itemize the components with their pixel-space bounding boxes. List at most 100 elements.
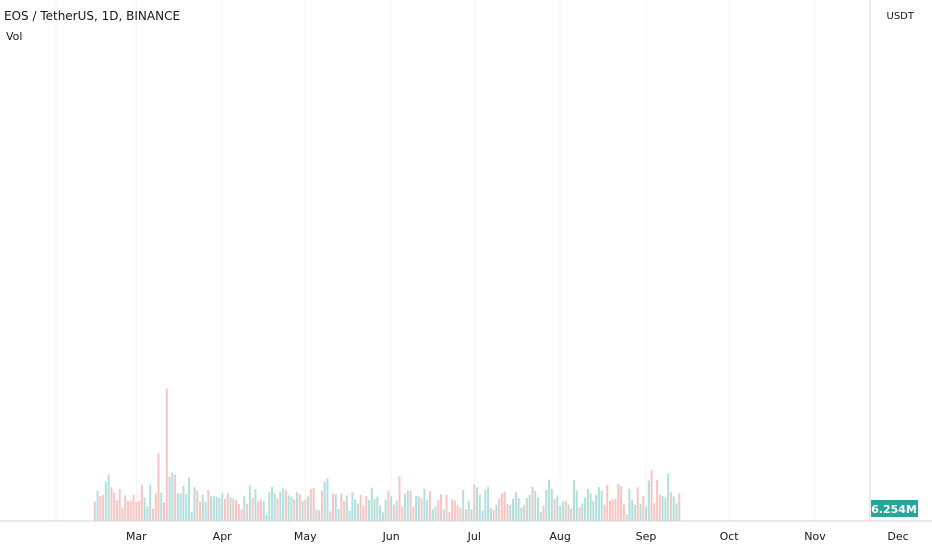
- volume-bar: [320, 490, 323, 521]
- volume-bar: [614, 498, 617, 521]
- volume-bar: [99, 495, 102, 521]
- volume-bar: [154, 493, 157, 521]
- x-tick-label: Jul: [467, 530, 481, 543]
- volume-bar: [609, 500, 611, 521]
- volume-bar: [395, 500, 398, 521]
- volume-bar: [157, 452, 160, 521]
- volume-bar: [332, 493, 334, 521]
- volume-bar: [417, 496, 420, 521]
- volume-bar: [146, 506, 149, 521]
- volume-bar: [318, 510, 321, 521]
- volume-bar: [462, 489, 465, 521]
- volume-bar: [404, 493, 407, 521]
- volume-bar: [340, 493, 343, 521]
- volume-bar: [617, 483, 620, 521]
- volume-bar: [121, 507, 124, 521]
- volume-bar: [104, 482, 107, 521]
- symbol-title: EOS / TetherUS, 1D, BINANCE: [4, 9, 181, 23]
- volume-bar: [650, 470, 653, 521]
- x-tick-label: Dec: [887, 530, 908, 543]
- volume-bar: [221, 493, 224, 521]
- volume-bar: [606, 485, 609, 521]
- volume-bar: [163, 502, 166, 521]
- volume-bar: [620, 486, 623, 521]
- volume-bar: [506, 504, 509, 521]
- volume-bar: [639, 503, 642, 521]
- volume-bar: [667, 473, 670, 521]
- volume-bar: [492, 510, 495, 521]
- volume-bar: [570, 508, 573, 521]
- volume-bar: [348, 510, 351, 521]
- volume-bar: [622, 504, 625, 521]
- x-tick-label: Sep: [636, 530, 657, 543]
- volume-bar: [354, 499, 357, 521]
- volume-bar: [276, 498, 279, 521]
- volume-bar: [115, 500, 118, 521]
- volume-bar: [368, 499, 371, 521]
- x-tick-label: Mar: [126, 530, 147, 543]
- volume-bar: [113, 492, 116, 521]
- volume-bar: [611, 499, 614, 521]
- volume-bar: [210, 496, 213, 521]
- volume-bar: [135, 502, 138, 521]
- volume-bar: [631, 499, 634, 521]
- volume-marker: [871, 500, 918, 517]
- volume-bar: [179, 493, 182, 521]
- volume-bar: [290, 496, 293, 521]
- volume-bar: [669, 492, 672, 521]
- volume-bar: [379, 505, 382, 521]
- volume-bar: [248, 485, 251, 521]
- volume-bar: [362, 505, 365, 521]
- volume-bar: [254, 489, 257, 521]
- volume-bar: [356, 503, 359, 521]
- volume-bar: [298, 494, 301, 521]
- volume-bar: [448, 511, 451, 521]
- volume-bar: [235, 500, 238, 521]
- volume-bar: [595, 495, 598, 521]
- volume-bar: [525, 497, 528, 521]
- volume-bar: [293, 498, 296, 521]
- volume-bar: [373, 498, 376, 521]
- volume-bar: [271, 486, 274, 521]
- volume-bar: [102, 494, 105, 521]
- volume-bar: [204, 501, 207, 521]
- volume-bar: [431, 509, 434, 521]
- volume-bar: [678, 493, 681, 521]
- volume-bar: [531, 486, 534, 521]
- volume-bar: [656, 479, 659, 521]
- volume-bar: [664, 497, 667, 521]
- volume-bar: [110, 487, 113, 521]
- volume-bar: [489, 507, 492, 521]
- volume-bar: [658, 494, 661, 521]
- volume-bar: [581, 503, 584, 521]
- volume-bar: [473, 484, 476, 521]
- volume-bar: [653, 503, 656, 521]
- volume-bar: [187, 477, 190, 521]
- volume-bar: [284, 490, 287, 521]
- volume-bar: [140, 484, 143, 521]
- volume-bar: [370, 487, 373, 521]
- volume-bar: [176, 493, 179, 521]
- volume-bar: [265, 514, 268, 521]
- volume-bar: [337, 508, 340, 521]
- volume-bar: [279, 491, 282, 521]
- volume-bar: [553, 499, 556, 521]
- volume-bar: [406, 490, 409, 521]
- volume-bar: [315, 509, 318, 521]
- volume-bar: [215, 496, 218, 521]
- volume-bar: [323, 481, 326, 521]
- volume-label: Vol: [6, 30, 23, 43]
- volume-bar: [597, 487, 600, 521]
- volume-bar: [185, 494, 188, 521]
- volume-bar: [512, 498, 515, 521]
- volume-bar: [312, 488, 315, 521]
- volume-bar: [470, 509, 473, 521]
- volume-bar: [282, 488, 285, 521]
- volume-bar: [93, 501, 96, 521]
- volume-bar: [572, 479, 575, 521]
- volume-bar: [500, 493, 503, 521]
- volume-bar: [534, 490, 537, 521]
- volume-bar: [545, 490, 548, 521]
- volume-bar: [107, 474, 110, 521]
